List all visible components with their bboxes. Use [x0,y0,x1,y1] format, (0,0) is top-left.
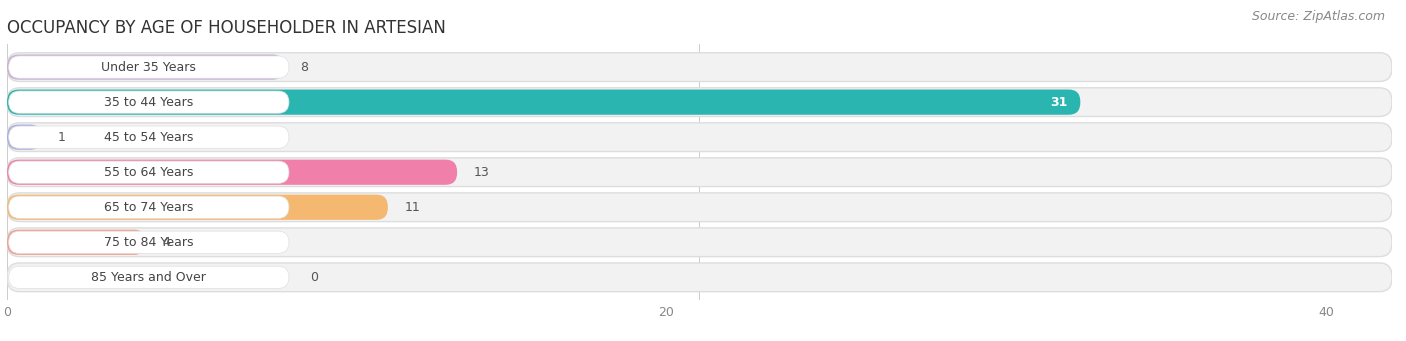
Text: 55 to 64 Years: 55 to 64 Years [104,166,194,179]
Text: OCCUPANCY BY AGE OF HOUSEHOLDER IN ARTESIAN: OCCUPANCY BY AGE OF HOUSEHOLDER IN ARTES… [7,19,446,37]
Text: 0: 0 [311,271,318,284]
Text: 75 to 84 Years: 75 to 84 Years [104,236,194,249]
Text: Source: ZipAtlas.com: Source: ZipAtlas.com [1251,10,1385,23]
FancyBboxPatch shape [8,126,290,148]
FancyBboxPatch shape [7,228,1392,257]
Text: 45 to 54 Years: 45 to 54 Years [104,131,194,144]
FancyBboxPatch shape [7,123,1392,151]
FancyBboxPatch shape [7,160,457,185]
FancyBboxPatch shape [7,90,1080,115]
FancyBboxPatch shape [7,193,1392,222]
Text: 11: 11 [405,201,420,214]
FancyBboxPatch shape [8,266,290,288]
FancyBboxPatch shape [7,55,284,80]
Text: 13: 13 [474,166,489,179]
Text: 85 Years and Over: 85 Years and Over [91,271,207,284]
FancyBboxPatch shape [7,124,42,150]
FancyBboxPatch shape [8,231,290,253]
FancyBboxPatch shape [8,91,290,113]
Text: 31: 31 [1050,95,1067,109]
FancyBboxPatch shape [7,229,146,255]
Text: 1: 1 [58,131,66,144]
Text: 4: 4 [162,236,170,249]
Text: 65 to 74 Years: 65 to 74 Years [104,201,194,214]
Text: Under 35 Years: Under 35 Years [101,61,197,74]
FancyBboxPatch shape [7,195,388,220]
FancyBboxPatch shape [8,56,290,78]
FancyBboxPatch shape [7,158,1392,187]
FancyBboxPatch shape [8,196,290,218]
FancyBboxPatch shape [7,263,1392,292]
Text: 35 to 44 Years: 35 to 44 Years [104,95,194,109]
FancyBboxPatch shape [7,53,1392,81]
Text: 8: 8 [301,61,308,74]
FancyBboxPatch shape [7,88,1392,117]
FancyBboxPatch shape [8,161,290,183]
